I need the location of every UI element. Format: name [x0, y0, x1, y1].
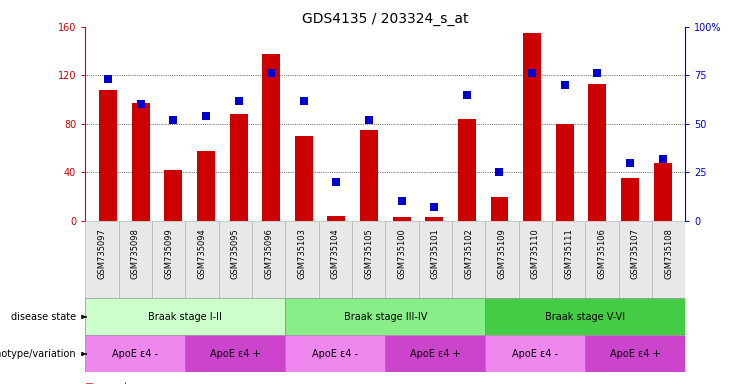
- Bar: [393, 217, 411, 221]
- Text: GSM735096: GSM735096: [264, 228, 273, 280]
- Bar: [523, 33, 541, 221]
- Bar: [165, 170, 182, 221]
- Bar: [385, 336, 485, 372]
- Text: Braak stage V-VI: Braak stage V-VI: [545, 312, 625, 322]
- Bar: [485, 298, 685, 336]
- Bar: [197, 151, 215, 221]
- Text: GSM735104: GSM735104: [330, 228, 340, 279]
- Bar: [360, 130, 378, 221]
- Bar: [519, 221, 552, 298]
- Bar: [295, 136, 313, 221]
- Bar: [119, 221, 152, 298]
- Text: GSM735105: GSM735105: [364, 228, 373, 279]
- Text: GSM735095: GSM735095: [230, 228, 240, 279]
- Bar: [458, 119, 476, 221]
- Bar: [491, 197, 508, 221]
- Point: [363, 117, 375, 123]
- Point: [135, 101, 147, 108]
- Text: GSM735108: GSM735108: [664, 228, 674, 280]
- Bar: [485, 336, 585, 372]
- Text: Braak stage I-II: Braak stage I-II: [148, 312, 222, 322]
- Bar: [285, 221, 319, 298]
- Bar: [262, 53, 280, 221]
- Text: ApoE ε4 +: ApoE ε4 +: [410, 349, 461, 359]
- Point: [559, 82, 571, 88]
- Bar: [619, 221, 652, 298]
- Bar: [585, 336, 685, 372]
- Bar: [556, 124, 574, 221]
- Bar: [621, 179, 639, 221]
- Bar: [85, 221, 119, 298]
- Bar: [219, 221, 252, 298]
- Text: GSM735098: GSM735098: [130, 228, 140, 280]
- Bar: [328, 216, 345, 221]
- Title: GDS4135 / 203324_s_at: GDS4135 / 203324_s_at: [302, 12, 468, 26]
- Point: [200, 113, 212, 119]
- Bar: [152, 221, 185, 298]
- Bar: [352, 221, 385, 298]
- Point: [396, 199, 408, 205]
- Text: GSM735094: GSM735094: [197, 228, 207, 279]
- Text: GSM735106: GSM735106: [597, 228, 607, 280]
- Point: [167, 117, 179, 123]
- Bar: [99, 90, 117, 221]
- Text: GSM735107: GSM735107: [631, 228, 640, 280]
- Point: [657, 156, 668, 162]
- Text: ■  count: ■ count: [85, 382, 128, 384]
- Bar: [452, 221, 485, 298]
- Bar: [654, 163, 671, 221]
- Text: GSM735103: GSM735103: [297, 228, 307, 280]
- Bar: [230, 114, 247, 221]
- Text: GSM735110: GSM735110: [531, 228, 540, 279]
- Bar: [185, 336, 285, 372]
- Text: ApoE ε4 -: ApoE ε4 -: [312, 349, 359, 359]
- Text: ApoE ε4 -: ApoE ε4 -: [112, 349, 159, 359]
- Bar: [552, 221, 585, 298]
- Bar: [285, 298, 485, 336]
- Point: [298, 98, 310, 104]
- Text: GSM735097: GSM735097: [97, 228, 107, 280]
- Text: GSM735102: GSM735102: [464, 228, 473, 279]
- Text: GSM735111: GSM735111: [564, 228, 574, 279]
- Bar: [419, 221, 452, 298]
- Bar: [385, 221, 419, 298]
- Bar: [252, 221, 285, 298]
- Text: Braak stage III-IV: Braak stage III-IV: [344, 312, 427, 322]
- Bar: [585, 221, 619, 298]
- Point: [330, 179, 342, 185]
- Text: GSM735109: GSM735109: [497, 228, 507, 279]
- Bar: [652, 221, 685, 298]
- Point: [265, 70, 277, 76]
- Bar: [319, 221, 352, 298]
- Bar: [85, 298, 285, 336]
- Text: GSM735099: GSM735099: [164, 228, 173, 279]
- Text: ApoE ε4 -: ApoE ε4 -: [512, 349, 559, 359]
- Point: [102, 76, 114, 82]
- Bar: [285, 336, 385, 372]
- Text: ApoE ε4 +: ApoE ε4 +: [610, 349, 661, 359]
- Text: disease state: disease state: [11, 312, 82, 322]
- Point: [428, 204, 440, 210]
- Bar: [588, 84, 606, 221]
- Point: [624, 160, 636, 166]
- Bar: [485, 221, 519, 298]
- Text: genotype/variation: genotype/variation: [0, 349, 82, 359]
- Point: [461, 92, 473, 98]
- Bar: [85, 336, 185, 372]
- Text: GSM735101: GSM735101: [431, 228, 440, 279]
- Bar: [425, 217, 443, 221]
- Point: [591, 70, 603, 76]
- Bar: [185, 221, 219, 298]
- Text: GSM735100: GSM735100: [397, 228, 407, 279]
- Bar: [132, 103, 150, 221]
- Point: [233, 98, 245, 104]
- Text: ApoE ε4 +: ApoE ε4 +: [210, 349, 261, 359]
- Point: [526, 70, 538, 76]
- Point: [494, 169, 505, 175]
